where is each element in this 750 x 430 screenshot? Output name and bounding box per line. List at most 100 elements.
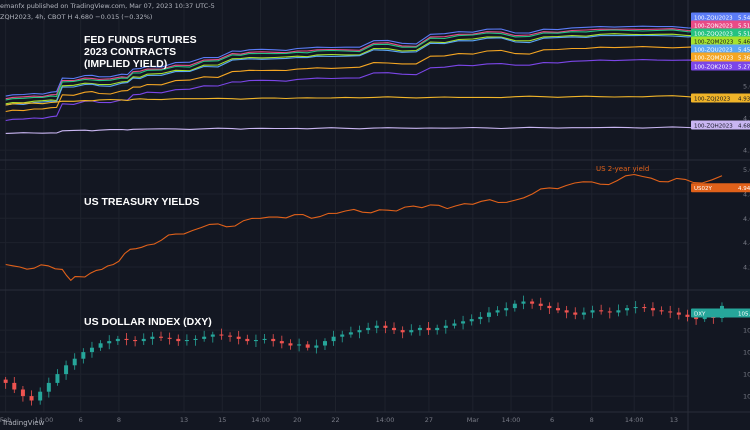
- series-line: [5, 18, 723, 100]
- up-candle: [348, 326, 353, 338]
- down-candle: [305, 341, 310, 351]
- up-candle: [417, 324, 422, 336]
- candle-body: [271, 338, 276, 342]
- down-candle: [530, 298, 535, 309]
- candle-body: [98, 343, 103, 348]
- down-candle: [392, 322, 397, 334]
- up-candle: [478, 312, 483, 325]
- candle-body: [228, 335, 233, 337]
- candle-body: [547, 305, 552, 309]
- x-tick-label: 6: [550, 416, 554, 424]
- candle-body: [20, 389, 25, 397]
- candle-body: [305, 344, 310, 348]
- candle-body: [573, 312, 578, 315]
- candle-body: [530, 301, 535, 304]
- grid-lines: [0, 0, 688, 412]
- down-candle: [279, 335, 284, 349]
- down-candle: [547, 302, 552, 314]
- up-candle: [72, 353, 77, 370]
- up-candle: [150, 332, 155, 345]
- price-tag-value: 105.6: [738, 311, 750, 317]
- candle-body: [357, 330, 362, 333]
- up-candle: [366, 322, 371, 334]
- candle-body: [478, 316, 483, 320]
- y-tick-label: 4.600: [743, 215, 750, 223]
- price-tag-value: 5.54: [738, 15, 750, 21]
- up-candle: [461, 315, 466, 330]
- candle-body: [564, 310, 569, 313]
- up-candle: [452, 319, 457, 329]
- price-tag-bg: [691, 36, 750, 46]
- price-tag: 100-ZQK2023 5.27: [691, 61, 750, 71]
- candle-body: [400, 330, 405, 333]
- candle-body: [383, 325, 388, 328]
- candle-body: [322, 341, 327, 346]
- up-candle: [495, 306, 500, 317]
- candle-body: [366, 327, 371, 331]
- up-candle: [141, 333, 146, 345]
- price-tag: 100-ZQU2023 5.54: [691, 12, 750, 22]
- down-candle: [176, 334, 181, 346]
- series-line: [5, 14, 723, 97]
- candle-body: [279, 341, 284, 344]
- up-candle: [253, 334, 258, 348]
- down-candle: [20, 386, 25, 402]
- up-candle: [46, 377, 51, 398]
- candle-body: [417, 327, 422, 331]
- candle-body: [642, 307, 647, 309]
- up-candle: [435, 324, 440, 335]
- price-tag-bg: [691, 120, 750, 130]
- price-tag: 100-ZQU2023 5.45: [691, 44, 750, 54]
- price-tag: 100-ZQM2023 5.36: [691, 52, 750, 62]
- up-candle: [184, 334, 189, 346]
- symbol-info: ZQH2023, 4h, CBOT H 4.680 −0.015 (−0.32%…: [0, 13, 153, 21]
- fed-funds-pane: [5, 14, 723, 134]
- down-candle: [133, 336, 138, 347]
- treasury-pane: [5, 173, 723, 282]
- price-tag: 100-ZQQ2023 5.51: [691, 28, 750, 38]
- candle-body: [668, 311, 673, 313]
- series-line: [5, 37, 723, 113]
- x-tick-label: 13: [180, 416, 188, 424]
- candle-body: [297, 344, 302, 346]
- down-candle: [12, 376, 17, 394]
- price-tag-name: 100-ZQU2023: [694, 47, 733, 53]
- candle-body: [193, 338, 198, 340]
- candle-body: [469, 319, 474, 322]
- down-candle: [159, 331, 164, 341]
- down-candle: [167, 332, 172, 345]
- candle-body: [46, 382, 51, 392]
- down-candle: [271, 334, 276, 347]
- candle-body: [314, 345, 319, 348]
- up-candle: [322, 338, 327, 350]
- candle-body: [3, 379, 8, 383]
- price-tag-bg: [691, 44, 750, 54]
- treasury-title: US TREASURY YIELDS: [84, 196, 200, 208]
- candle-body: [521, 301, 526, 304]
- candle-body: [38, 391, 43, 401]
- candle-body: [184, 340, 189, 342]
- candle-body: [607, 311, 612, 313]
- candle-body: [124, 338, 129, 340]
- up-candle: [89, 341, 94, 358]
- down-candle: [236, 330, 241, 345]
- up-candle: [521, 295, 526, 310]
- x-tick-label: 13: [670, 416, 678, 424]
- series-line: [5, 26, 723, 106]
- candle-body: [659, 310, 664, 312]
- down-candle: [124, 333, 129, 346]
- up-candle: [81, 348, 86, 364]
- price-tag-bg: [691, 93, 750, 103]
- up-candle: [625, 305, 630, 316]
- price-tag-value: 5.51: [738, 23, 750, 29]
- price-tag-value: 5.36: [738, 55, 750, 61]
- price-tag: 100-ZQM2023 5.46: [691, 36, 750, 46]
- candle-body: [581, 312, 586, 315]
- candle-body: [245, 338, 250, 342]
- candle-body: [590, 310, 595, 313]
- y-tick-label: 4.800: [743, 190, 750, 198]
- candle-body: [64, 365, 69, 375]
- down-candle: [228, 332, 233, 342]
- candle-body: [495, 310, 500, 313]
- up-candle: [469, 314, 474, 326]
